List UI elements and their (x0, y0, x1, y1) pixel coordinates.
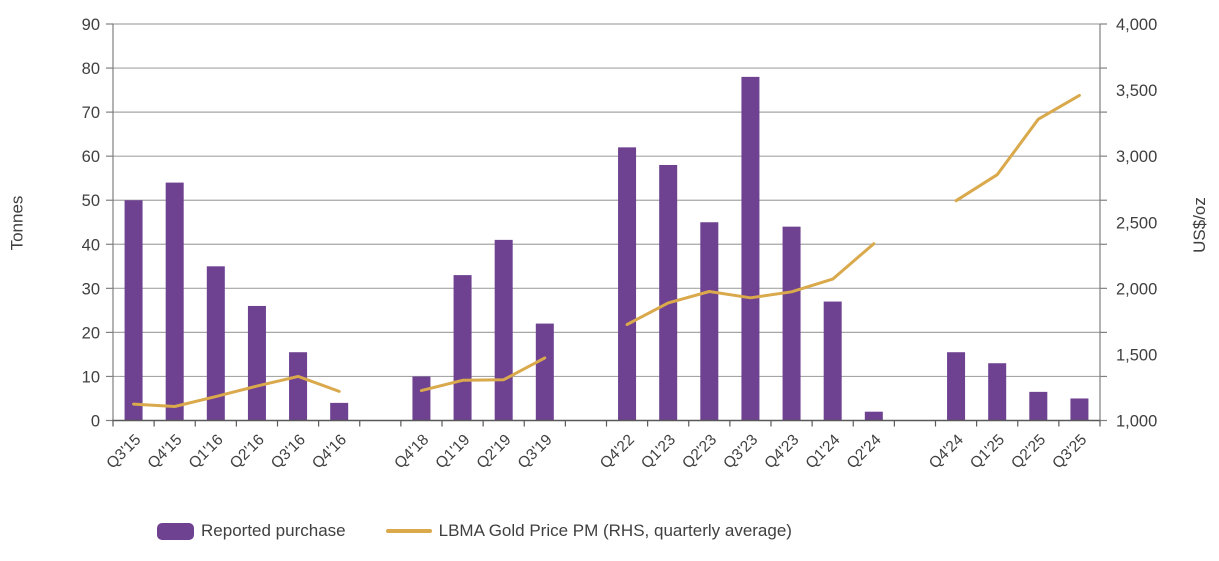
legend-item-reported-purchase: Reported purchase (157, 521, 346, 541)
bar-Q2'16 (247, 305, 266, 421)
right-axis-tick-label: 4,000 (1116, 16, 1157, 34)
left-axis-tick-label: 20 (82, 324, 100, 342)
bar-Q3'25 (1070, 398, 1089, 421)
bar-Q3'15 (124, 200, 143, 421)
x-axis-label: Q2'25 (1008, 431, 1049, 472)
gold-purchases-chart: 0 10 20 30 40 50 60 70 80 90 1,000 1,500 2,000 2,500 3… (7, 16, 1209, 472)
x-axis-label: Q3'23 (720, 431, 761, 472)
bar-Q2'23 (700, 222, 719, 421)
left-axis-tick-label: 80 (82, 60, 100, 78)
left-axis-tick-label: 50 (82, 192, 100, 210)
bar-Q3'23 (741, 76, 760, 421)
right-axis-tick-label: 1,500 (1116, 346, 1157, 364)
bar-Q4'24 (947, 352, 966, 421)
x-axis-label: Q3'16 (268, 431, 309, 472)
left-axis-tick-label: 40 (82, 236, 100, 254)
x-axis-label: Q4'18 (391, 431, 432, 472)
bar-Q4'23 (782, 226, 801, 421)
x-axis-label: Q3'19 (515, 431, 556, 472)
x-axis-label: Q4'23 (761, 431, 802, 472)
x-axis-label: Q1'24 (803, 431, 844, 472)
bar-Q1'25 (988, 363, 1007, 421)
x-axis-label: Q2'23 (679, 431, 720, 472)
right-axis-tick-label: 3,000 (1116, 148, 1157, 166)
x-axis-label: Q4'15 (145, 431, 186, 472)
x-axis-label: Q3'15 (103, 431, 144, 472)
left-axis-tick-label: 30 (82, 280, 100, 298)
right-axis-tick-label: 1,000 (1116, 413, 1157, 431)
right-axis-tick-label: 3,500 (1116, 82, 1157, 100)
x-axis-label: Q2'16 (227, 431, 268, 472)
x-axis-label: Q3'25 (1049, 431, 1090, 472)
x-axis-label: Q2'24 (844, 431, 885, 472)
x-axis-label: Q4'24 (926, 431, 967, 472)
legend-label-reported-purchase: Reported purchase (201, 521, 346, 540)
left-axis-tick-label: 70 (82, 104, 100, 122)
bar-Q3'19 (535, 323, 554, 421)
bar-Q4'22 (618, 147, 637, 421)
chart-legend: Reported purchase LBMA Gold Price PM (RH… (0, 521, 1219, 541)
legend-label-lbma-gold-price: LBMA Gold Price PM (RHS, quarterly avera… (438, 521, 792, 540)
x-axis-label: Q4'22 (597, 431, 638, 472)
x-axis-label: Q1'16 (186, 431, 227, 472)
gold-price-line-segment-1 (132, 374, 341, 408)
bar-Q1'23 (659, 164, 678, 421)
left-axis-tick-label: 60 (82, 148, 100, 166)
gold-price-line-swatch-icon (385, 529, 432, 533)
x-axis-label: Q1'23 (638, 431, 679, 472)
bar-Q1'19 (453, 275, 472, 421)
chart-plot-area: 0 10 20 30 40 50 60 70 80 90 1,000 1,500 2,000 2,500 3… (82, 16, 1158, 472)
left-axis-tick-label: 0 (91, 413, 100, 431)
gold-price-line-segment-2 (419, 356, 547, 393)
left-axis-tick-label: 90 (82, 16, 100, 34)
x-axis-label: Q1'25 (967, 431, 1008, 472)
bar-Q3'16 (289, 352, 308, 421)
bar-Q2'19 (494, 239, 513, 421)
legend-item-lbma-gold-price: LBMA Gold Price PM (RHS, quarterly avera… (385, 521, 792, 541)
x-axis-label: Q4'16 (309, 431, 350, 472)
gold-price-line-segment-3 (625, 242, 876, 326)
right-axis-tick-label: 2,000 (1116, 280, 1157, 298)
x-axis-label: Q1'19 (432, 431, 473, 472)
bar-Q2'24 (864, 411, 883, 421)
right-axis-tick-label: 2,500 (1116, 214, 1157, 232)
bar-Q1'24 (823, 301, 842, 421)
gold-price-line-segment-4 (954, 93, 1081, 203)
bar-Q1'16 (206, 266, 225, 421)
bar-Q4'16 (330, 402, 349, 421)
x-axis-label: Q2'19 (474, 431, 515, 472)
left-axis-tick-label: 10 (82, 368, 100, 386)
reported-purchase-swatch-icon (157, 522, 195, 540)
bar-Q4'18 (412, 376, 431, 421)
bar-Q2'25 (1029, 391, 1048, 421)
bar-Q4'15 (165, 182, 184, 421)
